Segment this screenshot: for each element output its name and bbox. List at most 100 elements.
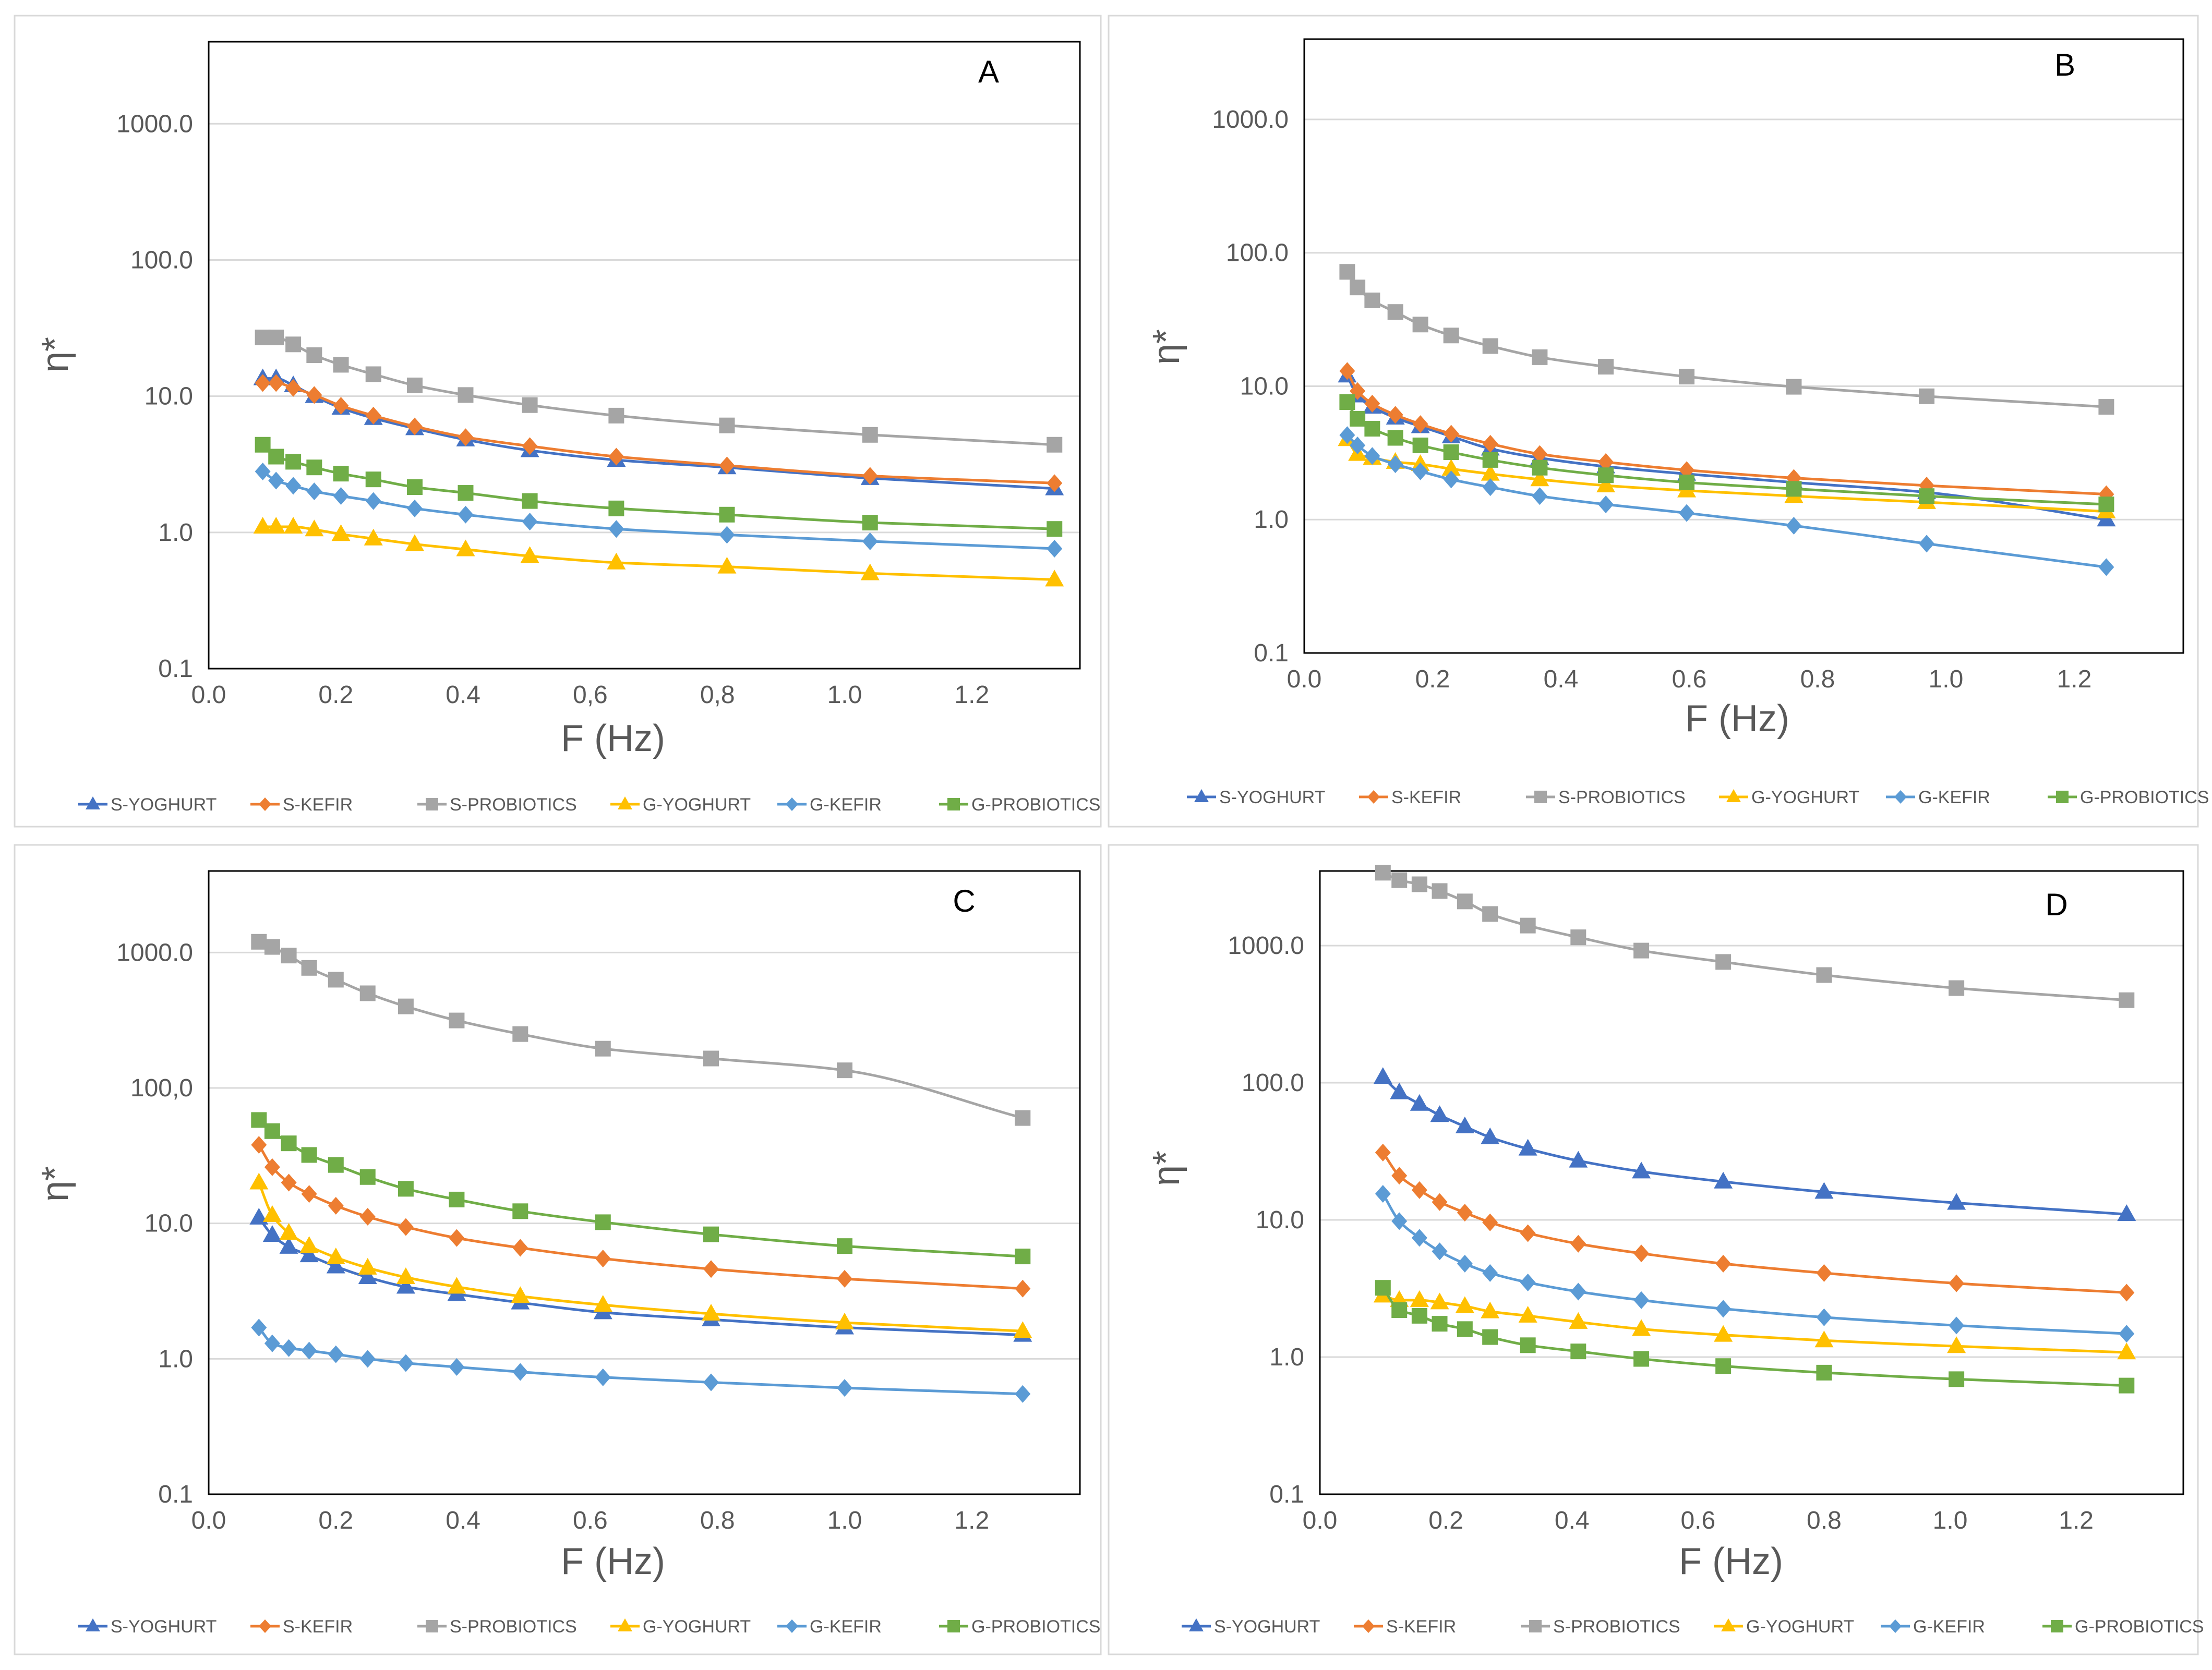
data-point-g-probiotics	[1375, 1280, 1391, 1296]
data-point-g-kefir	[1391, 1212, 1408, 1230]
x-tick-label: 0,8	[700, 681, 735, 709]
data-point-s-yoghurt	[1481, 1127, 1500, 1144]
series-g-probiotics	[255, 437, 1063, 537]
data-point-s-yoghurt	[1569, 1151, 1588, 1168]
legend-marker	[1721, 1618, 1736, 1631]
data-point-s-probiotics	[1520, 917, 1536, 934]
data-point-g-yoghurt	[405, 534, 424, 551]
legend-item-g-probiotics: G-PROBIOTICS	[939, 1617, 1100, 1637]
legend-item-s-yoghurt: S-YOGHURT	[78, 795, 217, 815]
data-point-s-probiotics	[1919, 388, 1935, 404]
legend-item-s-yoghurt: S-YOGHURT	[1182, 1617, 1320, 1637]
legend-marker	[1367, 790, 1380, 804]
data-point-g-yoghurt	[1814, 1330, 1834, 1348]
data-point-g-yoghurt	[396, 1267, 415, 1284]
data-point-s-yoghurt	[1814, 1182, 1834, 1199]
data-point-g-kefir	[1457, 1254, 1473, 1273]
series-line-s-yoghurt	[258, 1217, 1023, 1337]
data-point-g-probiotics	[1391, 1302, 1408, 1318]
data-point-g-kefir	[1412, 462, 1428, 480]
y-tick-label: 0.1	[158, 655, 193, 683]
legend-marker	[1529, 1620, 1542, 1632]
data-point-g-kefir	[1570, 1282, 1586, 1301]
data-point-s-kefir	[1816, 1264, 1832, 1282]
legend-marker	[947, 1620, 960, 1632]
data-point-s-yoghurt	[279, 1237, 298, 1254]
data-point-s-yoghurt	[2117, 1204, 2136, 1221]
legend-item-g-kefir: G-KEFIR	[777, 795, 882, 815]
data-point-s-probiotics	[301, 960, 317, 976]
data-point-g-kefir	[1350, 436, 1366, 454]
data-point-s-kefir	[1679, 461, 1695, 479]
series-g-kefir	[1375, 1184, 2135, 1343]
data-point-g-probiotics	[1411, 1308, 1427, 1324]
legend-marker	[259, 1619, 271, 1633]
data-point-s-kefir	[1532, 445, 1548, 463]
data-point-g-kefir	[703, 1373, 719, 1391]
data-point-g-kefir	[1532, 487, 1548, 505]
x-tick-label: 0.0	[191, 1507, 226, 1534]
data-point-s-probiotics	[1532, 349, 1548, 365]
data-point-s-probiotics	[862, 427, 878, 443]
data-point-g-probiotics	[1532, 459, 1548, 476]
data-point-g-yoghurt	[284, 517, 303, 534]
x-tick-label: 1.0	[827, 1507, 862, 1534]
data-point-g-kefir	[328, 1345, 344, 1363]
data-point-s-probiotics	[1432, 883, 1448, 899]
y-tick-label: 100,0	[130, 1074, 193, 1102]
legend-marker	[1889, 1619, 1902, 1633]
series-s-kefir	[255, 374, 1063, 492]
y-axis-title: η*	[1146, 329, 1187, 365]
series-s-yoghurt	[1373, 1067, 2136, 1221]
data-point-s-kefir	[1411, 1181, 1427, 1199]
data-point-s-probiotics	[264, 939, 280, 955]
data-point-s-kefir	[1387, 406, 1403, 424]
x-tick-label: 0.2	[1415, 665, 1450, 693]
legend-item-g-yoghurt: G-YOGHURT	[1714, 1617, 1854, 1637]
data-point-g-probiotics	[1949, 1371, 1965, 1387]
data-point-s-yoghurt	[358, 1267, 377, 1284]
x-tick-label: 0.8	[1807, 1507, 1842, 1534]
data-point-s-probiotics	[1339, 264, 1355, 280]
data-point-s-kefir	[1443, 425, 1459, 443]
data-point-g-kefir	[1482, 1264, 1498, 1282]
x-tick-label: 0.6	[1680, 1507, 1715, 1534]
data-point-g-kefir	[1679, 504, 1695, 522]
y-tick-label: 10.0	[1256, 1206, 1304, 1234]
series-s-probiotics	[1375, 865, 2135, 1008]
data-point-s-probiotics	[1411, 876, 1427, 892]
series-g-probiotics	[251, 1112, 1031, 1265]
series-g-kefir	[1339, 426, 2114, 576]
series-line-g-kefir	[1381, 1193, 2127, 1335]
legend-marker	[1534, 791, 1547, 803]
legend: S-YOGHURT S-KEFIR S-PROBIOTICS G-YOGHURT G-K…	[1187, 788, 2209, 807]
data-point-s-probiotics	[2119, 992, 2135, 1008]
legend-marker	[1189, 1618, 1204, 1631]
data-point-s-probiotics	[333, 357, 349, 373]
data-point-g-kefir	[522, 513, 538, 531]
data-point-g-probiotics	[406, 479, 423, 495]
legend-label: S-YOGHURT	[111, 795, 217, 815]
legend-item-g-kefir: G-KEFIR	[1886, 788, 1990, 807]
data-point-g-yoghurt	[1518, 1305, 1537, 1323]
legend-label: S-YOGHURT	[1214, 1617, 1320, 1637]
series-line-g-yoghurt	[262, 525, 1055, 581]
series-line-g-yoghurt	[257, 1182, 1023, 1333]
x-tick-label: 0,6	[573, 681, 608, 709]
data-point-s-kefir	[719, 456, 735, 475]
x-tick-label: 0.2	[318, 1507, 353, 1534]
chart-panel-a: 0.1 1.0 10.0 100.0 1000.0 0.0 0.2 0.4 0,6 0,8 1.0 1…	[14, 15, 1102, 828]
data-point-g-yoghurt	[1045, 570, 1064, 587]
data-point-g-probiotics	[1047, 521, 1063, 537]
data-point-g-probiotics	[1598, 467, 1614, 483]
data-point-s-kefir	[512, 1239, 528, 1257]
x-tick-label: 0.2	[318, 681, 353, 709]
chart-panel-b: 0.1 1.0 10.0 100.0 1000.0 0.0 0.2 0.4 0.6 0.8 1.0 1…	[1108, 15, 2209, 828]
data-point-g-probiotics	[1786, 481, 1802, 497]
data-point-g-yoghurt	[253, 517, 272, 534]
data-point-g-kefir	[1715, 1300, 1732, 1318]
data-point-s-probiotics	[306, 347, 322, 363]
chart-panel-c: 0.1 1.0 10.0 100,0 1000.0 0.0 0.2 0.4 0.6 0.8 1.0 1…	[14, 844, 1102, 1655]
y-tick-label: 1.0	[158, 519, 193, 547]
y-tick-label: 10.0	[145, 1210, 193, 1238]
